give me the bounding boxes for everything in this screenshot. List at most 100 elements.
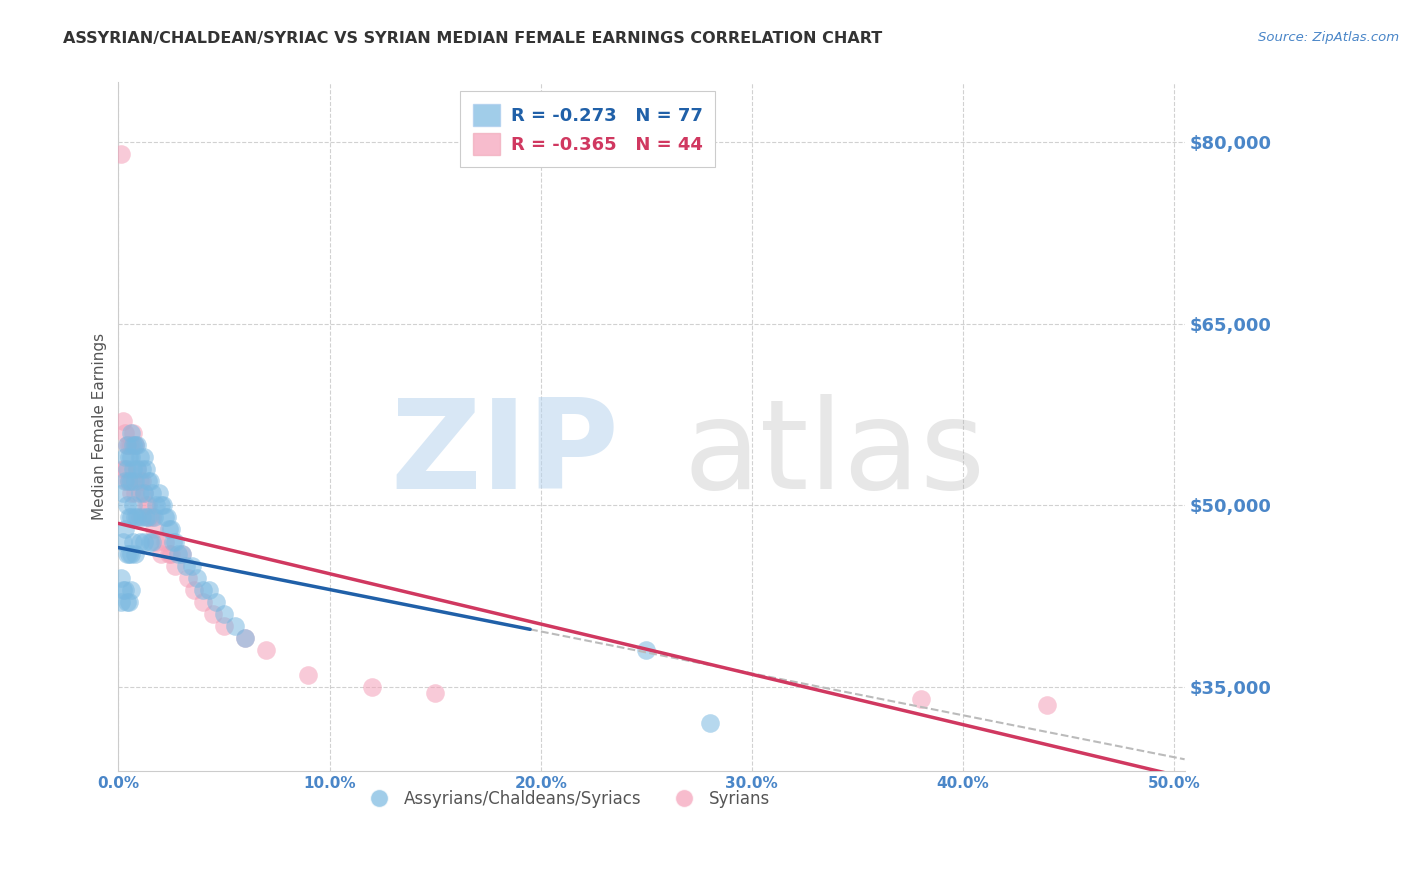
Point (114, 582, 136, 597)
Point (115, 474, 138, 488)
Point (181, 558, 204, 573)
Point (224, 619, 246, 633)
Point (132, 534, 155, 549)
Point (120, 450, 142, 464)
Point (139, 510, 162, 524)
Point (111, 414, 134, 428)
Point (127, 462, 149, 476)
Point (174, 558, 197, 573)
Point (122, 474, 145, 488)
Point (114, 474, 136, 488)
Point (141, 510, 163, 524)
Point (233, 632, 256, 646)
Point (132, 486, 155, 500)
Point (124, 510, 146, 524)
Point (124, 474, 146, 488)
Point (204, 595, 226, 609)
Point (115, 462, 138, 476)
Point (141, 534, 163, 549)
Point (636, 643, 658, 657)
Point (128, 534, 150, 549)
Point (118, 474, 141, 488)
Point (145, 534, 167, 549)
Point (111, 534, 134, 549)
Point (114, 462, 136, 476)
Point (127, 462, 149, 476)
Point (160, 523, 183, 537)
Point (120, 486, 142, 500)
Point (120, 474, 142, 488)
Point (127, 438, 149, 452)
Point (183, 582, 205, 597)
Point (114, 425, 136, 440)
Point (143, 510, 166, 524)
Point (153, 534, 176, 549)
Point (115, 438, 138, 452)
Point (136, 510, 159, 524)
Point (143, 523, 166, 537)
Point (212, 619, 235, 633)
Point (165, 534, 187, 549)
Point (124, 486, 146, 500)
Point (135, 510, 157, 524)
Point (128, 486, 150, 500)
Point (118, 510, 141, 524)
Text: Source: ZipAtlas.com: Source: ZipAtlas.com (1258, 31, 1399, 45)
Point (111, 486, 134, 500)
Point (699, 716, 721, 731)
Point (132, 486, 155, 500)
Point (131, 462, 153, 476)
Point (120, 425, 142, 440)
Point (118, 595, 141, 609)
Point (153, 510, 176, 524)
Point (110, 595, 132, 609)
Point (115, 595, 138, 609)
Legend: Assyrians/Chaldeans/Syriacs, Syrians: Assyrians/Chaldeans/Syriacs, Syrians (356, 783, 776, 814)
Point (122, 534, 145, 549)
Point (118, 547, 141, 561)
Point (423, 686, 446, 700)
Point (254, 643, 277, 657)
Point (131, 474, 153, 488)
Point (297, 667, 319, 681)
Point (160, 547, 183, 561)
Point (233, 632, 256, 646)
Point (128, 474, 150, 488)
Point (132, 450, 155, 464)
Point (131, 510, 153, 524)
Point (157, 547, 180, 561)
Point (152, 498, 174, 512)
Point (145, 498, 167, 512)
Point (135, 498, 157, 512)
Point (124, 547, 146, 561)
Point (111, 462, 134, 476)
Point (170, 547, 193, 561)
Point (139, 474, 162, 488)
Point (136, 498, 159, 512)
Point (124, 438, 146, 452)
Point (120, 547, 142, 561)
Point (148, 486, 170, 500)
Point (111, 582, 134, 597)
Point (118, 474, 141, 488)
Point (122, 462, 145, 476)
Point (1036, 698, 1059, 712)
Point (136, 474, 159, 488)
Point (191, 582, 214, 597)
Point (122, 438, 145, 452)
Point (115, 547, 138, 561)
Point (149, 547, 172, 561)
Point (128, 510, 150, 524)
Point (162, 534, 184, 549)
Point (212, 607, 235, 621)
Point (114, 450, 136, 464)
Point (120, 582, 142, 597)
Point (139, 534, 162, 549)
Point (120, 510, 142, 524)
Point (202, 607, 225, 621)
Point (360, 680, 382, 694)
Point (149, 498, 172, 512)
Point (191, 595, 214, 609)
Point (128, 450, 150, 464)
Point (110, 147, 132, 161)
